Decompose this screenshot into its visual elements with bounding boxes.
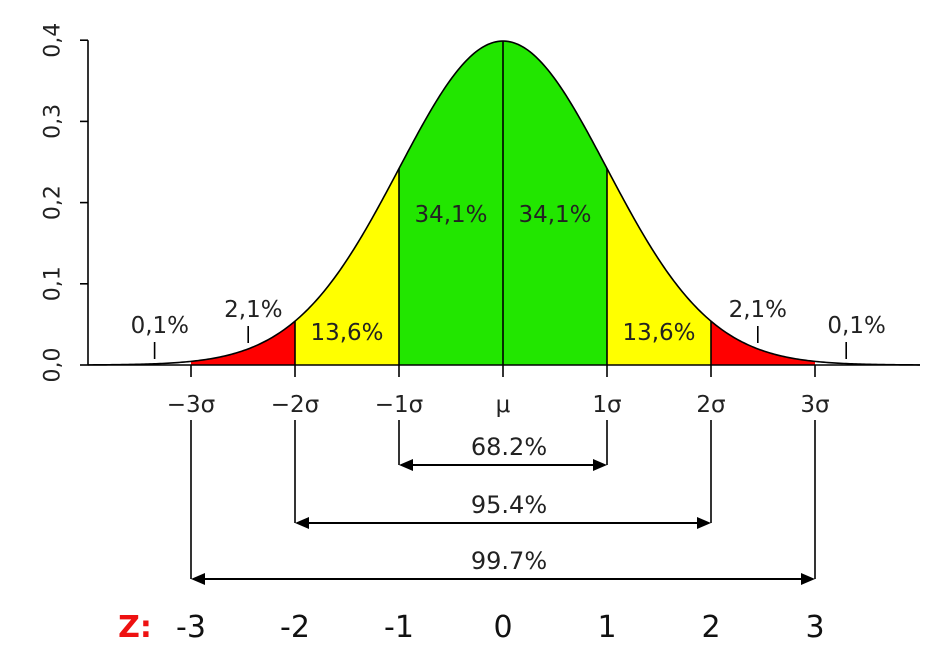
band-label: 0,1% [827,313,885,339]
band-label: 13,6% [622,320,695,346]
z-label: -3 [176,610,206,645]
region-4 [711,321,815,365]
z-label: 1 [597,610,616,645]
range-arrowhead-left [399,459,413,471]
y-tick-label: 0,1 [41,266,66,301]
y-tick-label: 0,2 [41,185,66,220]
z-label: 3 [805,610,824,645]
x-tick-label: −2σ [271,392,319,418]
band-label: 0,1% [131,313,189,339]
x-tick-label: 3σ [800,392,829,418]
range-arrowhead-right [593,459,607,471]
density-curve [87,40,921,366]
band-label: 2,1% [224,297,282,323]
range-label: 99.7% [471,547,547,575]
range-arrowhead-left [295,517,309,529]
region-0 [191,321,295,365]
y-tick-label: 0,0 [41,348,66,383]
x-tick-label: 1σ [592,392,621,418]
band-label: 34,1% [518,202,591,228]
x-tick-label: −1σ [375,392,423,418]
axes: 0,0 0,1 0,2 0,3 0,4 −3σ −2σ −1σ μ 1σ 2σ 3σ [41,23,920,418]
z-prefix: Z: [118,610,152,645]
band-label: 13,6% [310,320,383,346]
sigma-dividers [294,41,712,365]
range-arrowhead-left [191,573,205,585]
x-tick-label: μ [496,392,511,418]
y-tick-label: 0,4 [41,23,66,58]
band-label: 34,1% [414,202,487,228]
x-tick-label: 2σ [696,392,725,418]
range-arrowhead-right [801,573,815,585]
z-label: -1 [384,610,414,645]
range-label: 68.2% [471,433,547,461]
range-label: 95.4% [471,491,547,519]
z-label: 2 [701,610,720,645]
range-brackets: 68.2% 95.4% 99.7% [190,420,816,585]
band-labels: 0,1% 2,1% 13,6% 34,1% 34,1% 13,6% 2,1% 0,1% [131,202,886,359]
y-tick-label: 0,3 [41,104,66,139]
range-arrowhead-right [697,517,711,529]
z-score-row: Z: -3 -2 -1 0 1 2 3 [118,610,824,645]
band-label: 2,1% [729,297,787,323]
x-tick-label: −3σ [167,392,215,418]
density-curve-layer [87,40,921,366]
z-label: -2 [280,610,310,645]
z-label: 0 [493,610,512,645]
